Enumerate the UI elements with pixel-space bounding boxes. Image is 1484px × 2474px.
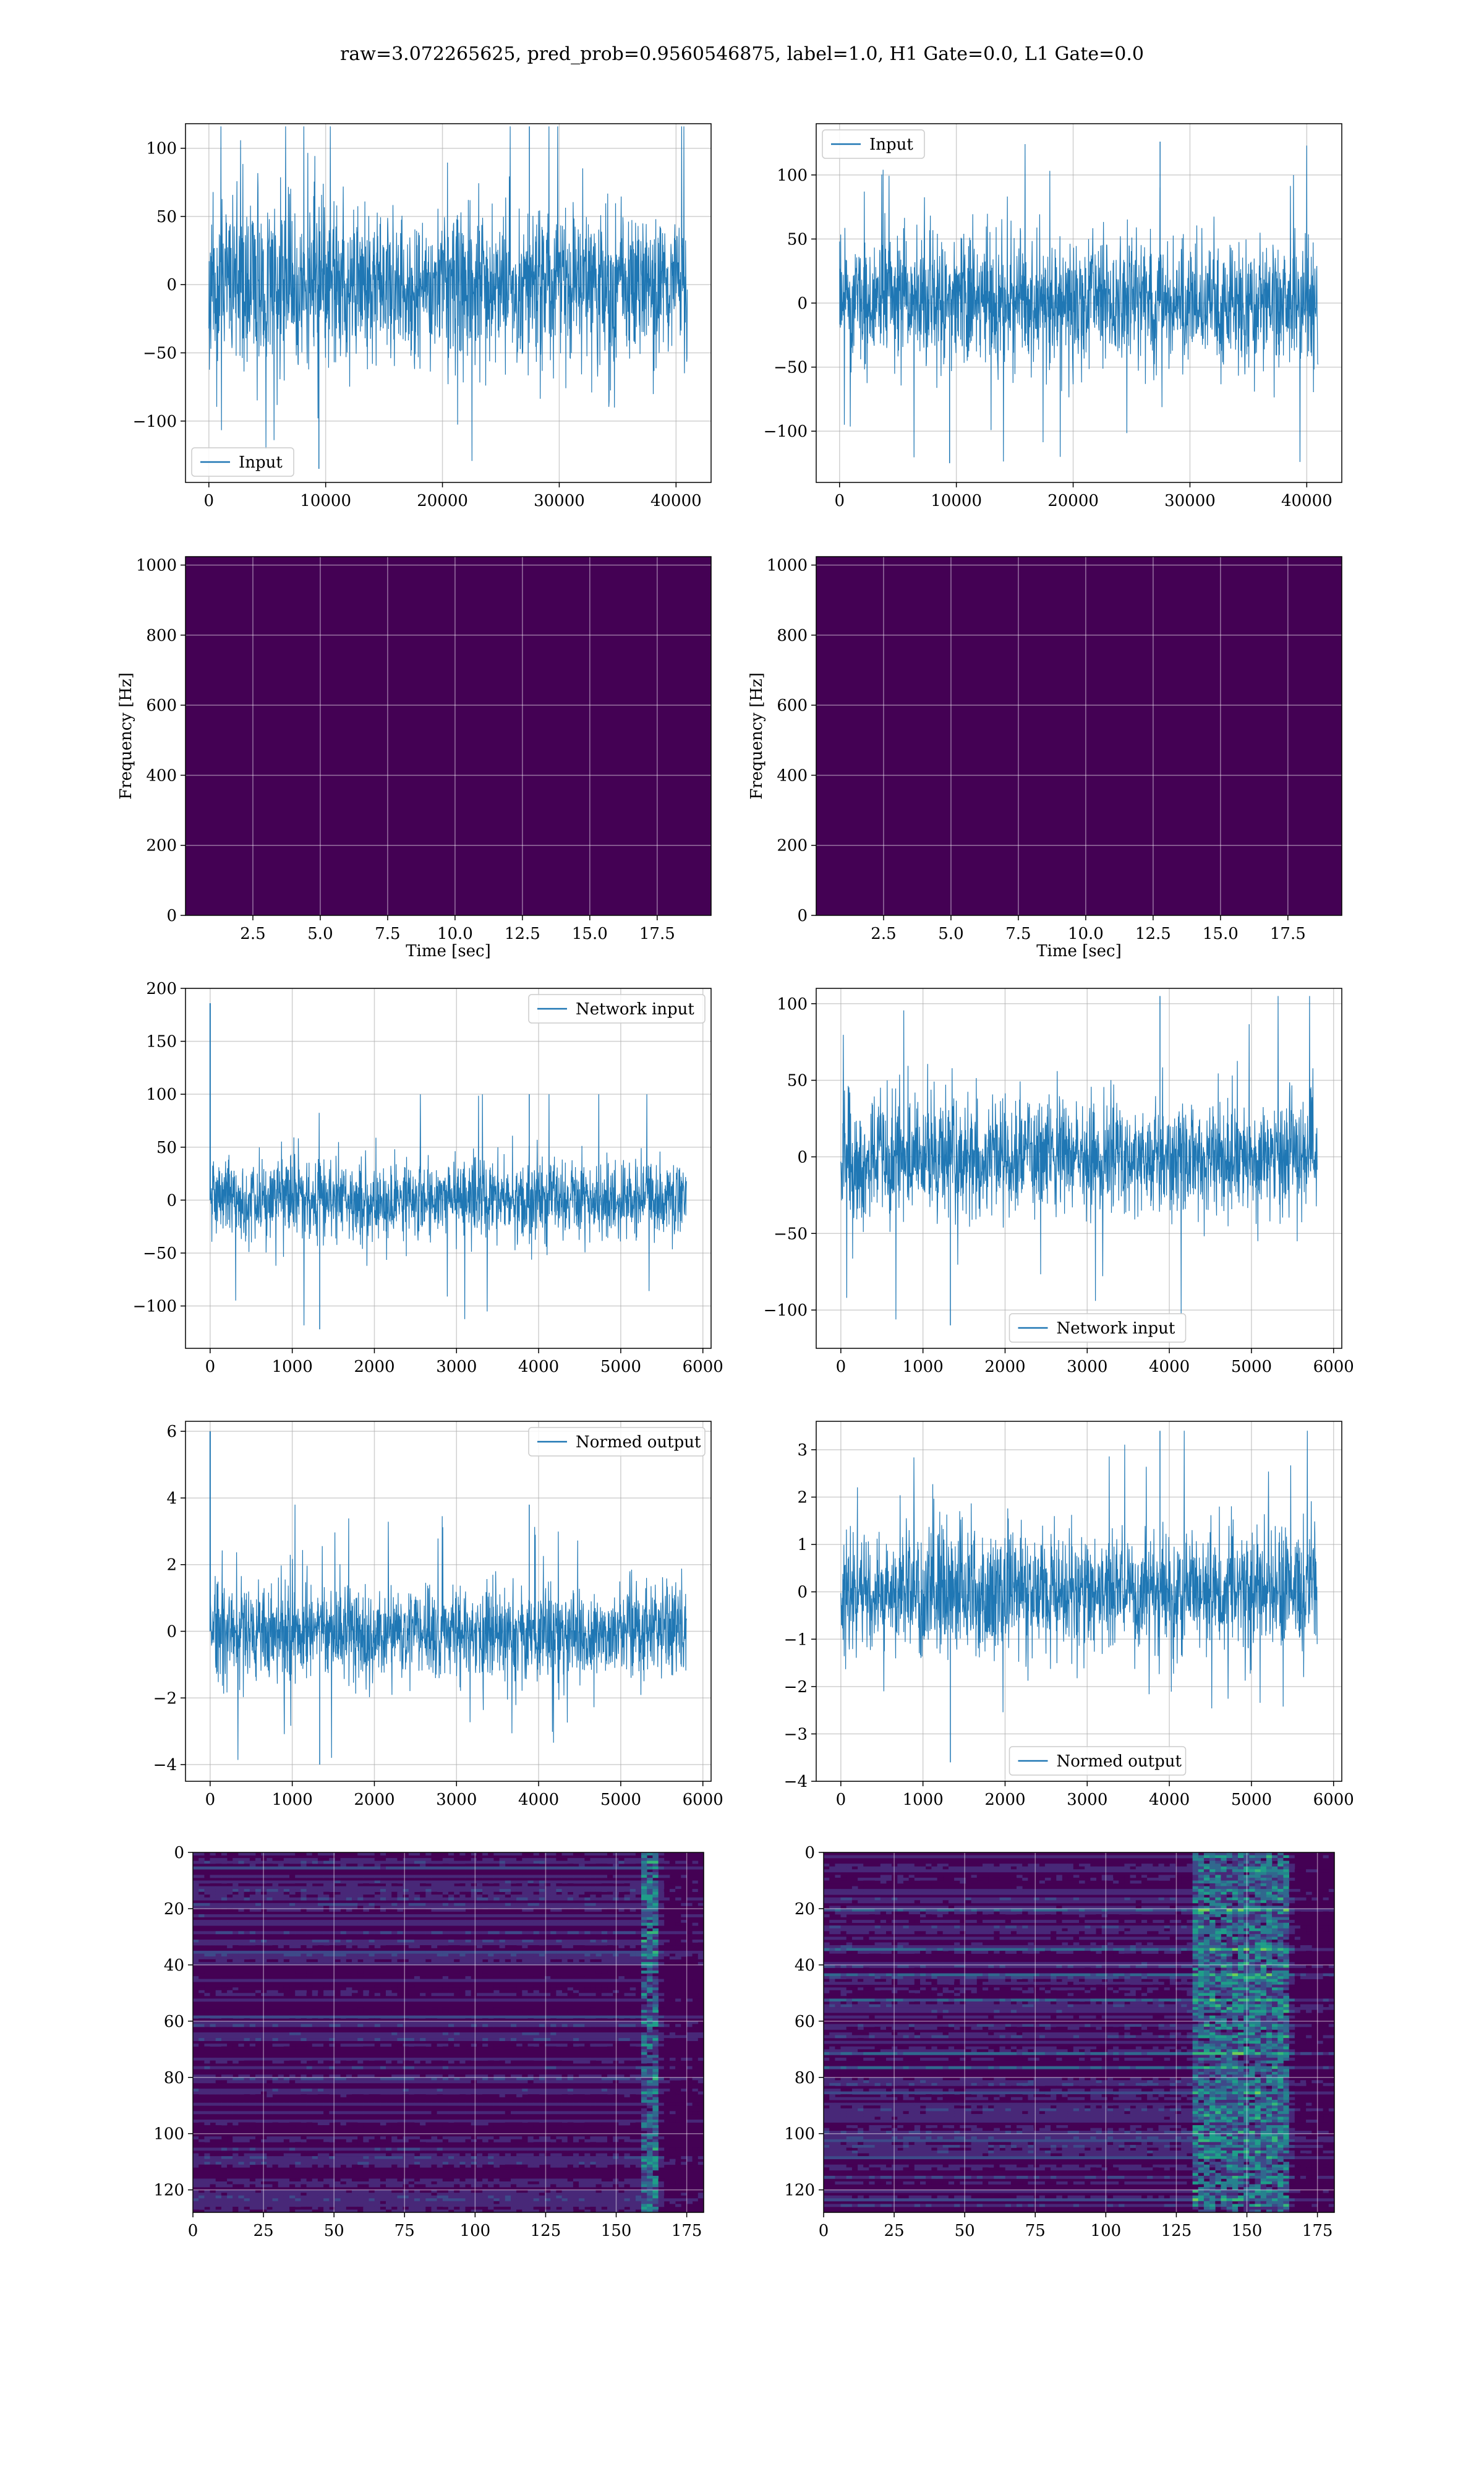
p1-ytick-label-1: −50 [143,344,177,362]
s1-ytick-label-2: 400 [146,766,177,785]
panel-s1: 2.5 5.0 7.5 10.0 12.5 15.0 17.5 0 200 400 600 800 10… [117,556,712,961]
p1-legend: Input [191,447,294,477]
p2-xtick-label-0: 0 [835,492,845,510]
p1-xtick-label-1: 10000 [300,492,351,510]
p1-ytick-label-3: 50 [156,208,177,226]
p1-xtick-label-3: 30000 [534,492,585,510]
s1-ytick-label-5: 1000 [136,557,177,575]
p1-ytick-label-4: 100 [146,140,177,158]
p1-xtick-label-2: 20000 [417,492,468,510]
p2-extremes [949,142,1161,463]
p2-ytick-label-2: 0 [797,294,808,313]
p2-series-line [839,143,1319,462]
p2-ytick-label-4: 100 [777,166,808,185]
p2-legend-box [822,129,925,159]
p1-legend-box [191,447,294,477]
s1-xlabel: Time [sec] [406,942,491,961]
p1-ytick-label-0: −100 [133,413,177,431]
s1-xtick-label-3: 10.0 [437,925,473,943]
p2-legend-label: Input [869,135,913,154]
s2-image-bg [816,557,1342,915]
panel-p2: 0 10000 20000 30000 40000 −100 −50 0 50 100 Input [764,123,1342,510]
s1-ylabel: Frequency [Hz] [117,672,135,800]
p1-xtick-label-0: 0 [204,492,215,510]
p2-ytick-label-3: 50 [787,230,808,249]
s1-xtick-label-6: 17.5 [639,925,675,943]
s2-image [816,557,1342,915]
p2-frame [816,123,1342,483]
p2-legend: Input [822,129,925,159]
s1-xtick-label-4: 12.5 [505,925,540,943]
s1-ytick-label-4: 800 [146,627,177,645]
p1-ytick-label-2: 0 [166,276,177,294]
p1-legend-label: Input [239,453,283,472]
p1-series-line [208,126,688,461]
s1-xtick-label-0: 2.5 [240,925,265,943]
s1-xtick-label-2: 7.5 [375,925,400,943]
figure-title: raw=3.072265625, pred_prob=0.9560546875,… [0,43,1484,65]
p1-extremes [318,126,530,469]
p1-frame [185,123,712,483]
p2-xtick-label-3: 30000 [1164,492,1216,510]
s1-frame [185,556,712,916]
s1-xtick-label-1: 5.0 [307,925,333,943]
s1-image [186,557,711,915]
s1-ytick-label-3: 600 [146,696,177,715]
s1-image-bg [186,557,711,915]
p2-xtick-label-1: 10000 [931,492,982,510]
p2-xtick-label-2: 20000 [1047,492,1099,510]
panel-p1: 0 10000 20000 30000 40000 −100 −50 0 50 100 Input [133,123,712,510]
p2-xtick-label-4: 40000 [1281,492,1333,510]
panel-s2: 2.5 5.0 7.5 10.0 12.5 15.0 17.5020040060080010… [748,556,1342,961]
p1-xtick-label-4: 40000 [650,492,702,510]
p2-ytick-label-0: −100 [764,422,808,441]
p2-ytick-label-1: −50 [774,359,808,377]
s1-ytick-label-0: 0 [166,907,177,925]
s1-ytick-label-1: 200 [146,837,177,855]
s1-xtick-label-5: 15.0 [572,925,608,943]
